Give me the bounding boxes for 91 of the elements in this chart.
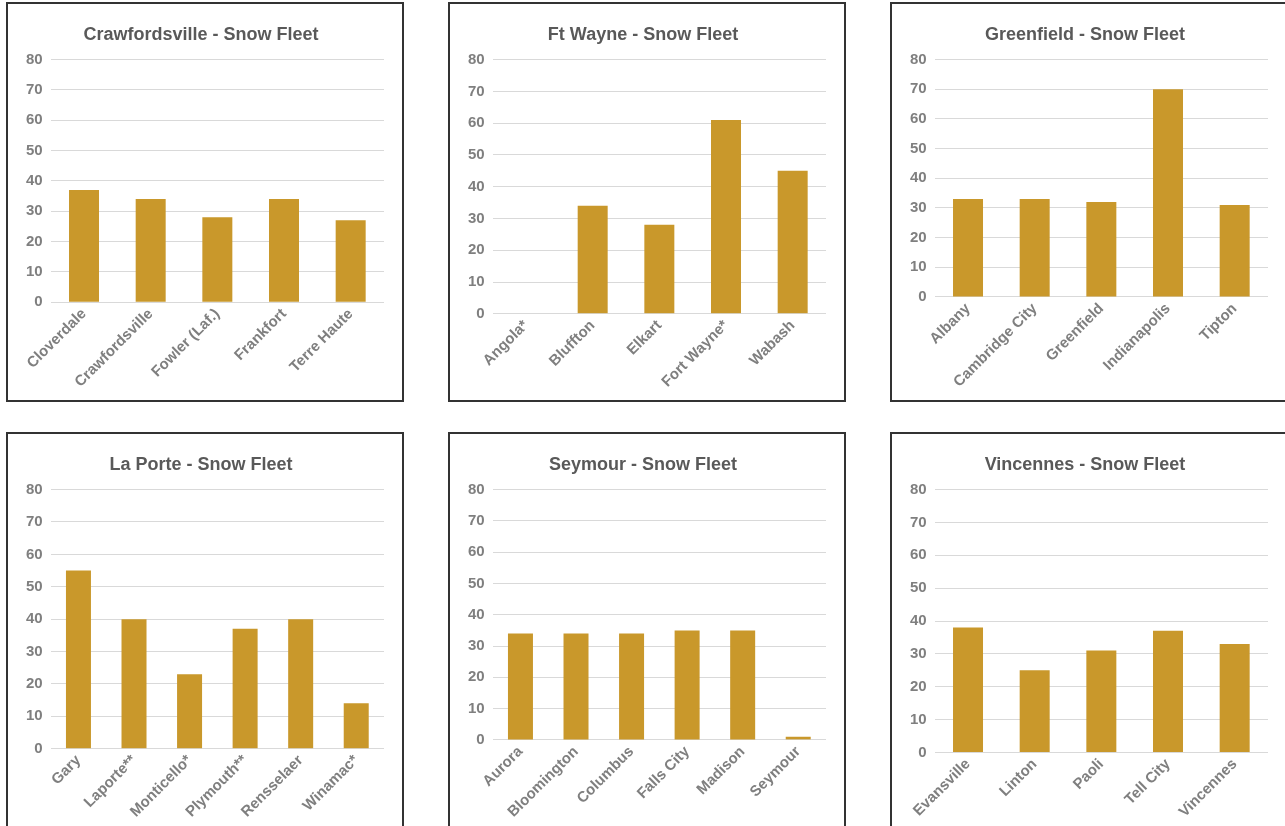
y-tick-label: 70 <box>468 511 485 529</box>
bar <box>507 633 533 740</box>
y-tick-label: 20 <box>26 674 43 692</box>
y-tick-label: 10 <box>468 698 485 716</box>
y-tick-label: 30 <box>468 636 485 654</box>
y-tick-label: 60 <box>468 542 485 560</box>
y-tick-label: 10 <box>910 257 927 275</box>
bar <box>1153 89 1184 297</box>
y-tick-label: 50 <box>26 576 43 594</box>
y-tick-label: 10 <box>468 272 485 290</box>
y-tick-label: 0 <box>918 742 927 760</box>
y-tick-label: 70 <box>26 512 43 530</box>
bar <box>135 199 166 302</box>
bar <box>619 633 645 740</box>
y-tick-label: 0 <box>476 730 485 748</box>
y-tick-label: 10 <box>26 262 43 279</box>
y-tick-label: 60 <box>26 110 43 128</box>
y-tick-label: 0 <box>476 303 485 321</box>
y-tick-label: 20 <box>468 240 485 258</box>
bar <box>1086 650 1117 752</box>
bar <box>953 199 984 297</box>
y-tick-label: 0 <box>34 292 43 310</box>
y-tick-label: 30 <box>910 198 927 216</box>
x-tick-label: Tell City <box>1120 754 1174 808</box>
bar <box>1019 670 1050 752</box>
bar <box>674 630 700 740</box>
y-tick-label: 30 <box>910 644 927 661</box>
y-tick-label: 80 <box>468 49 485 67</box>
bar <box>177 674 203 749</box>
y-tick-label: 40 <box>910 168 927 186</box>
bar <box>730 630 756 740</box>
bar <box>232 628 258 749</box>
y-tick-label: 20 <box>910 227 927 245</box>
y-tick-label: 0 <box>34 738 43 756</box>
y-tick-label: 20 <box>26 231 43 249</box>
y-tick-label: 40 <box>468 176 485 194</box>
y-tick-label: 80 <box>910 479 927 497</box>
y-tick-label: 50 <box>468 145 485 163</box>
bar <box>1086 201 1117 297</box>
bar <box>953 627 984 752</box>
y-tick-label: 70 <box>468 81 485 99</box>
chart-title: Vincennes - Snow Fleet <box>984 453 1186 474</box>
y-tick-label: 50 <box>468 573 485 591</box>
bar <box>335 220 366 302</box>
y-tick-label: 50 <box>910 578 927 596</box>
bar <box>711 119 742 314</box>
chart-title: Crawfordsville - Snow Fleet <box>83 23 319 44</box>
y-tick-label: 20 <box>910 676 927 694</box>
y-tick-label: 60 <box>910 545 927 563</box>
y-tick-label: 30 <box>26 201 43 219</box>
y-tick-label: 40 <box>26 171 43 189</box>
bar <box>288 619 314 749</box>
y-tick-label: 10 <box>26 706 43 724</box>
bar <box>202 217 233 302</box>
bar <box>1153 630 1184 752</box>
bar <box>563 633 589 740</box>
bar <box>577 205 608 314</box>
y-tick-label: 60 <box>910 109 927 127</box>
y-tick-label: 60 <box>468 113 485 131</box>
bar <box>65 570 91 749</box>
y-tick-label: 80 <box>26 49 43 67</box>
y-tick-label: 70 <box>26 80 43 98</box>
chart-title: Ft Wayne - Snow Fleet <box>547 23 739 44</box>
y-tick-label: 20 <box>468 667 485 685</box>
y-tick-label: 80 <box>468 479 485 497</box>
chart-title: Seymour - Snow Fleet <box>548 453 738 474</box>
y-tick-label: 50 <box>910 138 927 156</box>
bar <box>644 224 675 314</box>
bar <box>269 199 300 302</box>
bar <box>1019 199 1050 297</box>
y-tick-label: 70 <box>910 512 927 530</box>
y-tick-label: 80 <box>26 479 43 497</box>
bar <box>1219 204 1250 297</box>
y-tick-label: 10 <box>910 709 927 727</box>
y-tick-label: 30 <box>468 208 485 226</box>
bar <box>121 619 147 749</box>
y-tick-label: 50 <box>26 140 43 158</box>
chart-title: Greenfield - Snow Fleet <box>984 23 1186 44</box>
y-tick-label: 40 <box>26 609 43 627</box>
y-tick-label: 80 <box>910 49 927 67</box>
y-tick-label: 30 <box>26 641 43 659</box>
bar <box>343 703 369 749</box>
bar <box>777 170 808 314</box>
y-tick-label: 40 <box>910 611 927 629</box>
bar <box>1219 644 1250 752</box>
chart-title: La Porte - Snow Fleet <box>109 453 293 474</box>
y-tick-label: 60 <box>26 544 43 562</box>
y-tick-label: 0 <box>918 287 927 305</box>
y-tick-label: 70 <box>910 79 927 97</box>
y-tick-label: 40 <box>468 604 485 622</box>
bar <box>69 189 100 302</box>
